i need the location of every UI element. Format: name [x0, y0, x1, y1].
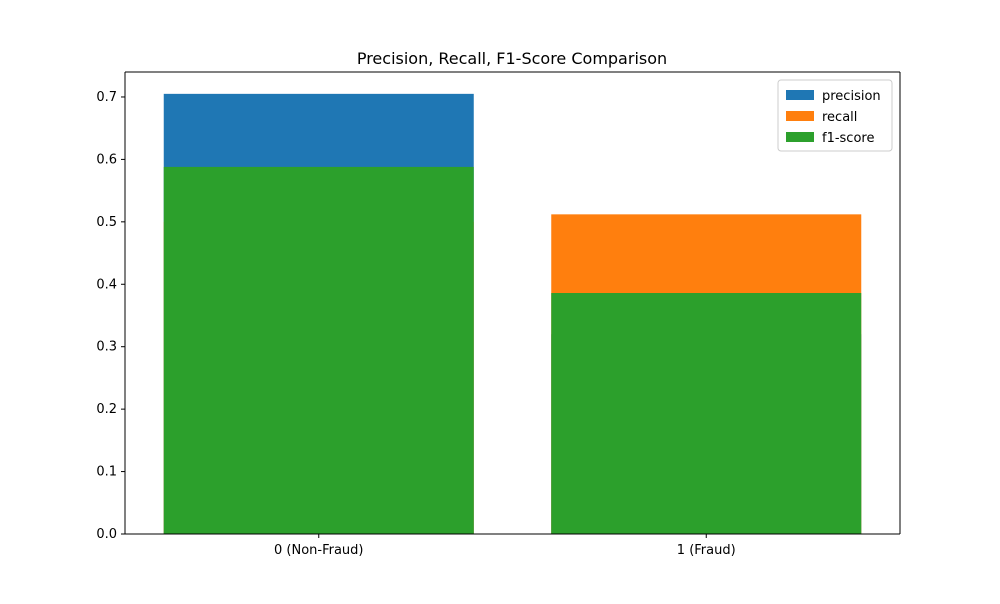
y-tick-label: 0.6	[96, 152, 117, 167]
bar-f1-score-0	[163, 166, 474, 535]
y-tick-label: 0.5	[96, 215, 117, 230]
legend-label-recall: recall	[822, 110, 857, 125]
y-tick-label: 0.4	[96, 277, 117, 292]
y-tick-label: 0.1	[96, 465, 117, 480]
y-tick-label: 0.0	[96, 527, 117, 542]
legend-label-f1-score: f1-score	[822, 131, 874, 146]
legend-swatch-f1-score	[786, 132, 814, 142]
y-tick-label: 0.7	[96, 90, 117, 105]
legend: precision recall f1-score	[777, 79, 893, 152]
y-tick-label: 0.2	[96, 402, 117, 417]
bar-f1-score-1	[551, 293, 862, 534]
x-tick-label: 0 (Non-Fraud)	[274, 543, 364, 558]
y-tick-label: 0.3	[96, 340, 117, 355]
x-tick-label: 1 (Fraud)	[677, 543, 736, 558]
legend-swatch-precision	[786, 90, 814, 100]
bars-layer	[163, 93, 862, 535]
axes-layer: 0.0 0.1 0.2 0.3 0.4 0.5 0.6 0.7 0 (Non-Fraud) 1 (…	[96, 71, 901, 558]
legend-label-precision: precision	[822, 89, 881, 104]
chart-title: Precision, Recall, F1-Score Comparison	[357, 49, 667, 68]
legend-swatch-recall	[786, 111, 814, 121]
